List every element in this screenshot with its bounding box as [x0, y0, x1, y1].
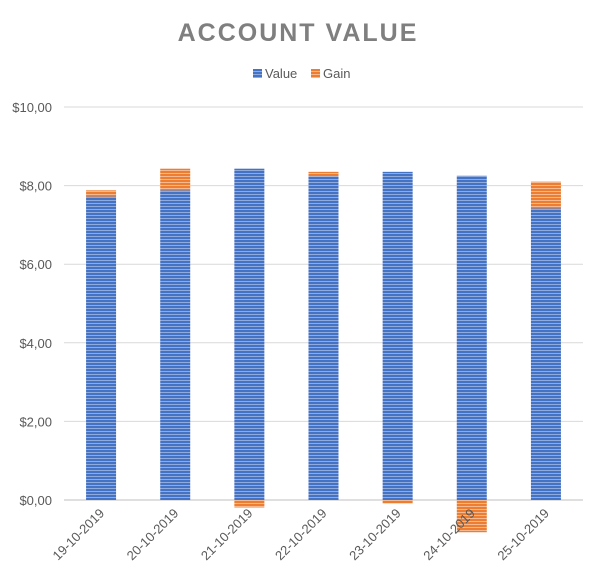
- bars: [86, 168, 561, 533]
- x-tick-label: 22-10-2019: [272, 506, 330, 564]
- bar-value: [308, 176, 339, 500]
- legend: Value Gain: [253, 66, 350, 81]
- bar-value: [86, 196, 117, 500]
- bar-gain: [234, 500, 265, 508]
- legend-swatch-gain: [311, 69, 320, 78]
- bar-value: [530, 208, 561, 501]
- bar-gain: [160, 168, 191, 191]
- y-axis-ticks: $0,00 $2,00 $4,00 $6,00 $8,00 $10,00: [12, 100, 52, 508]
- y-tick-label: $10,00: [12, 100, 52, 115]
- y-tick-label: $4,00: [19, 336, 52, 351]
- x-tick-label: 25-10-2019: [494, 506, 552, 564]
- bar-value: [160, 190, 191, 501]
- bar-gain: [456, 500, 487, 533]
- y-tick-label: $6,00: [19, 257, 52, 272]
- y-tick-label: $2,00: [19, 414, 52, 429]
- bar-gain: [308, 171, 339, 177]
- bar-gain: [382, 500, 413, 504]
- x-tick-label: 23-10-2019: [346, 506, 404, 564]
- legend-label-gain: Gain: [323, 66, 350, 81]
- y-tick-label: $8,00: [19, 179, 52, 194]
- x-tick-label: 19-10-2019: [50, 506, 108, 564]
- legend-label-value: Value: [265, 66, 297, 81]
- bar-gain: [530, 181, 561, 209]
- y-tick-label: $0,00: [19, 493, 52, 508]
- bar-value: [456, 175, 487, 500]
- x-tick-label: 20-10-2019: [124, 506, 182, 564]
- legend-swatch-value: [253, 69, 262, 78]
- chart-title: ACCOUNT VALUE: [178, 19, 419, 47]
- bar-value: [382, 171, 413, 500]
- x-tick-label: 24-10-2019: [420, 506, 478, 564]
- x-tick-label: 21-10-2019: [198, 506, 256, 564]
- bar-gain: [86, 190, 117, 197]
- bar-value: [234, 168, 265, 501]
